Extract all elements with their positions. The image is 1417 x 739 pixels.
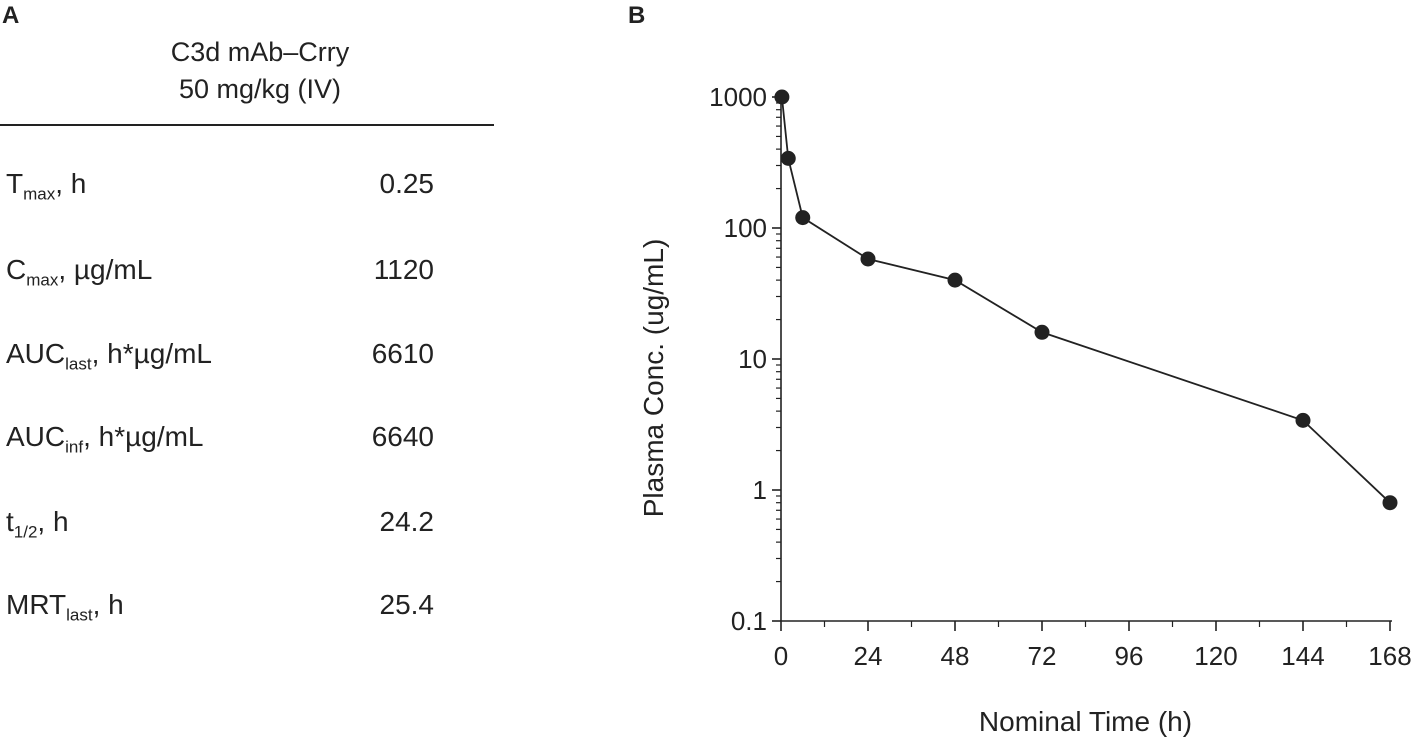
param-subscript: last (66, 605, 93, 625)
y-tick-label: 0.1 (731, 606, 767, 636)
param-name: Cmax, µg/mL (6, 254, 152, 291)
x-tick-label: 48 (941, 641, 970, 671)
x-tick-label: 96 (1115, 641, 1144, 671)
param-unit: , h (37, 506, 69, 537)
y-tick-label: 10 (738, 344, 767, 374)
param-main: AUC (6, 421, 66, 452)
param-name: t1/2, h (6, 506, 69, 543)
x-tick-label: 120 (1194, 641, 1237, 671)
x-tick-label: 144 (1281, 641, 1324, 671)
data-point (1295, 412, 1311, 428)
data-point (774, 89, 790, 105)
param-unit: , h*µg/mL (91, 338, 213, 369)
table-row: MRTlast, h 25.4 (0, 589, 494, 629)
param-value: 0.25 (379, 168, 435, 199)
x-tick-label: 72 (1028, 641, 1057, 671)
y-axis-title: Plasma Conc. (ug/mL) (638, 239, 669, 518)
param-main: C (6, 254, 27, 285)
table-header-dose: 50 mg/kg (IV) (178, 74, 342, 104)
param-subscript: inf (65, 437, 84, 457)
param-name: MRTlast, h (6, 589, 124, 626)
param-name: Tmax, h (6, 168, 86, 205)
x-axis-title: Nominal Time (h) (979, 706, 1192, 737)
param-value: 6610 (371, 338, 434, 369)
data-point (1034, 324, 1050, 340)
x-tick-label: 0 (774, 641, 788, 671)
panel-label-a: A (2, 2, 20, 29)
param-value: 25.4 (379, 589, 435, 620)
x-tick-label: 24 (854, 641, 883, 671)
data-point (947, 272, 963, 288)
data-point (1382, 495, 1398, 511)
param-value: 1120 (373, 254, 434, 285)
param-main: AUC (6, 338, 66, 369)
table-row: AUCinf, h*µg/mL 6640 (0, 421, 494, 461)
param-unit: , h*µg/mL (83, 421, 204, 452)
param-value: 6640 (371, 421, 434, 452)
param-unit: , h (92, 589, 124, 620)
x-tick-label: 168 (1368, 641, 1411, 671)
y-tick-label: 1000 (709, 82, 767, 112)
param-unit: , h (55, 168, 87, 199)
param-subscript: max (23, 184, 56, 204)
y-tick-label: 100 (724, 213, 767, 243)
table-row: AUClast, h*µg/mL 6610 (0, 338, 494, 378)
param-name: AUClast, h*µg/mL (6, 338, 212, 375)
data-point (780, 150, 796, 166)
data-point (860, 251, 876, 267)
series-line (781, 96, 1391, 504)
param-main: t (6, 506, 14, 537)
param-subscript: 1/2 (13, 522, 38, 542)
param-name: AUCinf, h*µg/mL (6, 421, 204, 458)
table-row: Cmax, µg/mL 1120 (0, 254, 494, 294)
param-subscript: max (26, 270, 59, 290)
table-row: Tmax, h 0.25 (0, 168, 494, 208)
y-tick-label: 1 (753, 475, 767, 505)
data-point (795, 210, 811, 226)
table-header-drug: C3d mAb–Crry (170, 37, 350, 67)
param-main: MRT (6, 589, 67, 620)
param-unit: , µg/mL (58, 254, 153, 285)
table-header-rule (0, 124, 494, 126)
param-subscript: last (65, 354, 92, 374)
param-main: T (6, 168, 24, 199)
param-value: 24.2 (379, 506, 435, 537)
panel-label-b: B (628, 2, 646, 29)
table-row: t1/2, h 24.2 (0, 506, 494, 546)
